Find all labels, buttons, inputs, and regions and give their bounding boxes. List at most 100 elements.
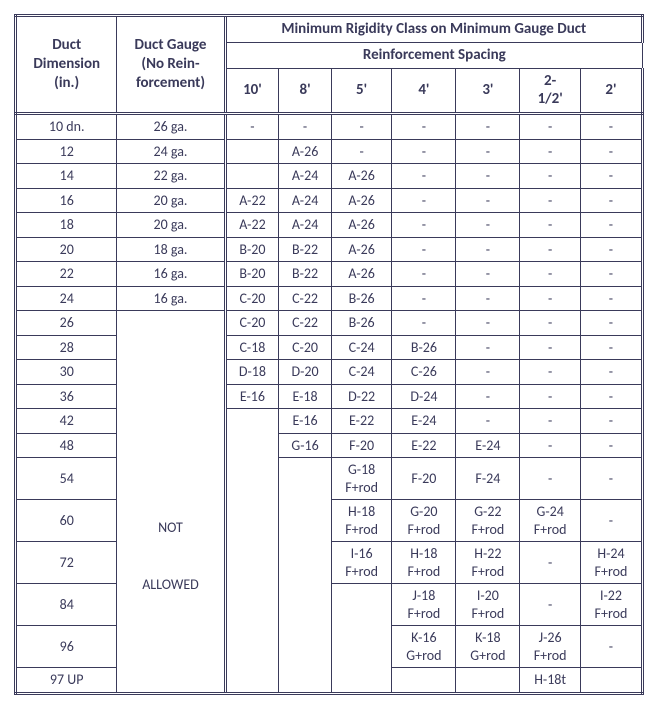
cell-value: - — [456, 213, 520, 238]
cell-value: I-22 F+rod — [580, 584, 642, 626]
cell-value: F-20 — [392, 458, 456, 500]
cell-value: - — [456, 164, 520, 189]
cell-value: - — [456, 360, 520, 385]
cell-value: B-26 — [392, 335, 456, 360]
cell-value: - — [520, 311, 581, 336]
cell-value: C-18 — [225, 335, 279, 360]
cell-value: - — [520, 164, 581, 189]
cell-value: - — [456, 286, 520, 311]
cell-value: I-20 F+rod — [456, 584, 520, 626]
header-col-10: 10' — [225, 68, 279, 114]
cell-duct-dimension: 14 — [16, 164, 117, 189]
cell-value: G-22 F+rod — [456, 500, 520, 542]
cell-value: K-18 G+rod — [456, 626, 520, 668]
cell-duct-dimension: 36 — [16, 384, 117, 409]
cell-value: H-18 F+rod — [331, 500, 392, 542]
cell-value: - — [456, 262, 520, 287]
cell-blank-5 — [331, 584, 392, 694]
cell-value: - — [520, 384, 581, 409]
cell-duct-dimension: 84 — [16, 584, 117, 626]
cell-value: - — [520, 433, 581, 458]
cell-value: H-24 F+rod — [580, 542, 642, 584]
cell-value: C-26 — [392, 360, 456, 385]
cell-value: - — [580, 335, 642, 360]
cell-value: - — [580, 458, 642, 500]
cell-duct-dimension: 20 — [16, 237, 117, 262]
cell-value: - — [456, 409, 520, 434]
cell-value: E-18 — [279, 384, 332, 409]
cell-value: - — [580, 139, 642, 164]
cell-duct-dimension: 10 dn. — [16, 114, 117, 140]
cell-value: - — [456, 114, 520, 140]
cell-value: - — [456, 311, 520, 336]
cell-duct-dimension: 48 — [16, 433, 117, 458]
cell-value: A-24 — [279, 213, 332, 238]
cell-blank-8 — [279, 458, 332, 694]
cell-value: - — [580, 384, 642, 409]
cell-value: A-26 — [331, 237, 392, 262]
cell-value: B-20 — [225, 237, 279, 262]
cell-value: - — [580, 433, 642, 458]
cell-value: I-16 F+rod — [331, 542, 392, 584]
cell-value: - — [520, 584, 581, 626]
cell-value: C-20 — [225, 286, 279, 311]
cell-value: - — [392, 114, 456, 140]
cell-value: - — [392, 237, 456, 262]
cell-value: A-26 — [279, 139, 332, 164]
cell-value: D-24 — [392, 384, 456, 409]
cell-value: - — [520, 188, 581, 213]
cell-not-allowed: NOTALLOWED — [117, 311, 225, 694]
cell-value: - — [580, 500, 642, 542]
cell-duct-dimension: 28 — [16, 335, 117, 360]
cell-value: G-24 F+rod — [520, 500, 581, 542]
cell-value: A-26 — [331, 262, 392, 287]
header-col-2-half: 2- 1/2' — [520, 68, 581, 114]
cell-duct-dimension: 60 — [16, 500, 117, 542]
cell-duct-gauge: 16 ga. — [117, 286, 225, 311]
cell-value: J-26 F+rod — [520, 626, 581, 668]
cell-duct-gauge: 20 ga. — [117, 188, 225, 213]
header-duct-gauge: Duct Gauge (No Rein- forcement) — [117, 16, 225, 114]
header-col-8: 8' — [279, 68, 332, 114]
cell-value: A-26 — [331, 213, 392, 238]
header-sub-group: Reinforcement Spacing — [225, 42, 642, 68]
cell-value: - — [580, 213, 642, 238]
cell-value: E-24 — [392, 409, 456, 434]
cell-value: - — [580, 311, 642, 336]
cell-value: - — [520, 262, 581, 287]
cell-value: - — [580, 626, 642, 668]
cell-value: - — [580, 188, 642, 213]
cell-duct-dimension: 42 — [16, 409, 117, 434]
cell-value — [580, 668, 642, 694]
cell-value: D-22 — [331, 384, 392, 409]
cell-value: - — [580, 409, 642, 434]
cell-value: - — [392, 164, 456, 189]
cell-value: - — [520, 139, 581, 164]
cell-value: K-16 G+rod — [392, 626, 456, 668]
header-col-2: 2' — [580, 68, 642, 114]
cell-value — [392, 668, 456, 694]
cell-value: - — [520, 286, 581, 311]
cell-blank-10 — [225, 409, 279, 694]
cell-value: H-18 F+rod — [392, 542, 456, 584]
cell-value: - — [520, 360, 581, 385]
cell-value: H-22 F+rod — [456, 542, 520, 584]
cell-value: - — [520, 409, 581, 434]
cell-value: - — [456, 139, 520, 164]
cell-duct-gauge: 16 ga. — [117, 262, 225, 287]
cell-value: G-20 F+rod — [392, 500, 456, 542]
cell-value: - — [392, 311, 456, 336]
allowed-label: ALLOWED — [121, 556, 219, 594]
header-col-3: 3' — [456, 68, 520, 114]
cell-value: - — [331, 114, 392, 140]
cell-value: A-24 — [279, 188, 332, 213]
cell-duct-dimension: 96 — [16, 626, 117, 668]
cell-value: E-24 — [456, 433, 520, 458]
cell-duct-dimension: 22 — [16, 262, 117, 287]
cell-value: - — [392, 188, 456, 213]
cell-value: - — [520, 335, 581, 360]
cell-value: - — [580, 237, 642, 262]
cell-value: B-26 — [331, 311, 392, 336]
cell-value: G-18 F+rod — [331, 458, 392, 500]
header-duct-dimension: Duct Dimension (in.) — [16, 16, 117, 114]
